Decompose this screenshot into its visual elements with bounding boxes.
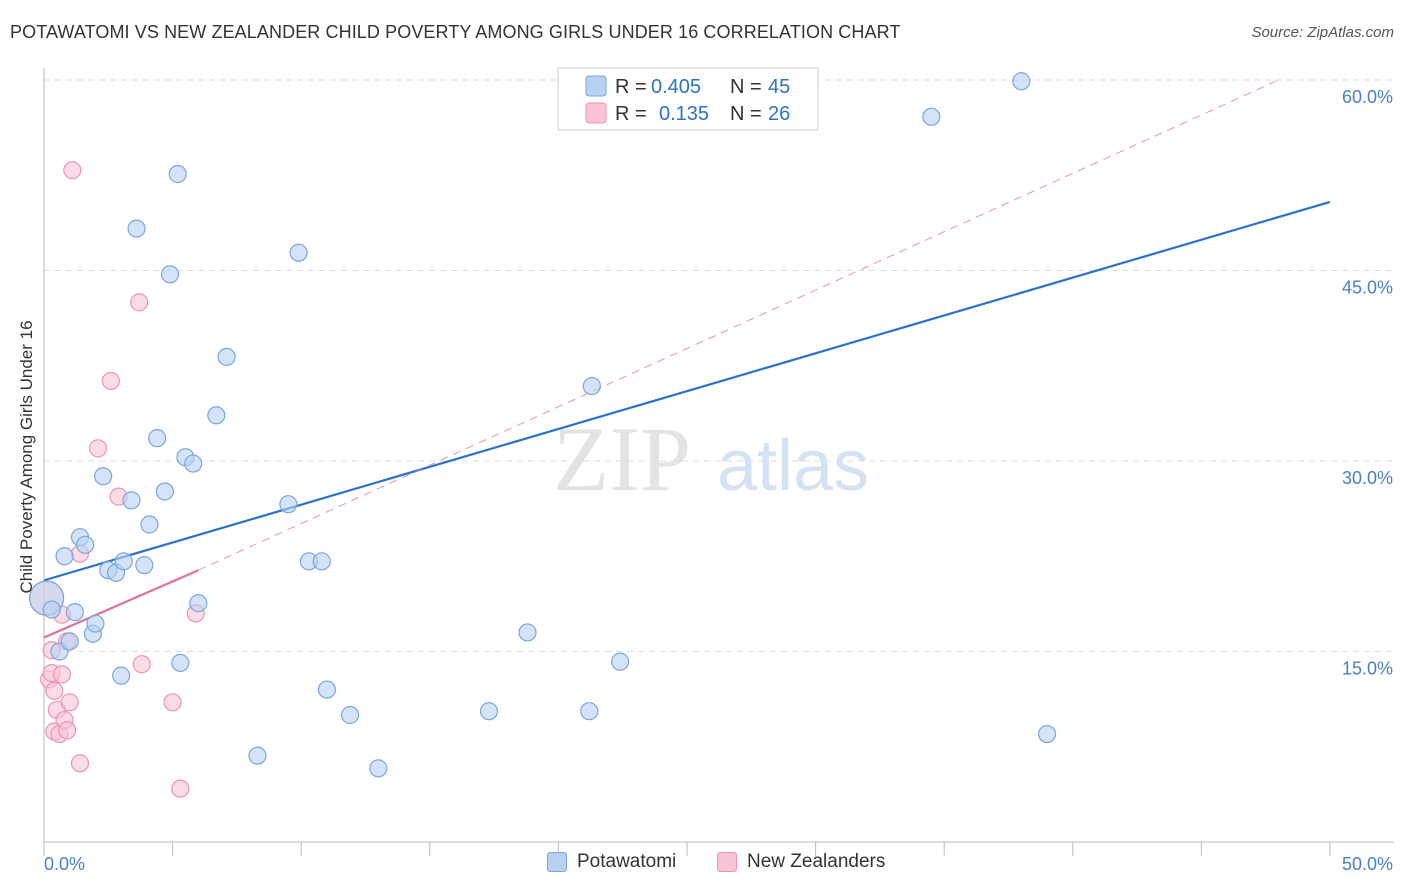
potawatomi-point-5 <box>65 603 84 622</box>
new-zealanders-point-21 <box>132 655 151 674</box>
new-zealanders-point-12 <box>58 721 77 740</box>
potawatomi-point-22 <box>168 164 187 184</box>
x-tick-label-1: 50.0% <box>1342 854 1393 874</box>
trend-line-new-zealanders <box>43 569 199 639</box>
potawatomi-point-34 <box>317 680 337 699</box>
x-tick-label-0: 0.0% <box>44 854 85 874</box>
potawatomi-point-39 <box>580 702 599 721</box>
new-zealanders-point-20 <box>130 293 149 312</box>
potawatomi-point-41 <box>611 652 630 671</box>
watermark-atlas: atlas <box>717 426 869 506</box>
potawatomi-point-38 <box>518 623 537 642</box>
new-zealanders-point-22 <box>163 693 182 712</box>
bottom-legend-potawatomi: Potawatomi <box>547 851 676 873</box>
y-tick-label-1: 30.0% <box>1342 468 1393 488</box>
x-ticks <box>43 842 1331 856</box>
watermark-zip: ZIP <box>553 408 691 510</box>
y-axis-label: Child Poverty Among Girls Under 16 <box>17 320 36 593</box>
y-tick-labels: 15.0% 30.0% 45.0% 60.0% <box>1342 87 1393 679</box>
trend-line-potawatomi <box>43 200 1331 582</box>
potawatomi-point-27 <box>207 406 226 425</box>
trend-lines <box>43 79 1331 639</box>
chart-title: POTAWATOMI VS NEW ZEALANDER CHILD POVERT… <box>10 22 901 42</box>
potawatomi-point-15 <box>122 491 141 510</box>
potawatomi-point-37 <box>479 702 499 721</box>
potawatomi-point-10 <box>94 467 113 486</box>
points-potawatomi <box>28 72 1057 778</box>
legend-n-value-1: 45 <box>768 76 790 98</box>
potawatomi-point-36 <box>369 759 388 778</box>
y-tick-label-2: 45.0% <box>1342 278 1393 298</box>
potawatomi-point-33 <box>312 552 331 571</box>
legend-r-value-2: 0.135 <box>659 103 709 125</box>
potawatomi-point-3 <box>55 547 74 566</box>
potawatomi-point-17 <box>135 556 154 575</box>
potawatomi-point-31 <box>289 243 308 262</box>
potawatomi-point-7 <box>76 535 95 554</box>
potawatomi-point-9 <box>86 614 105 633</box>
potawatomi-point-40 <box>582 376 601 396</box>
legend-swatch-blue <box>585 75 607 97</box>
axes <box>43 68 1394 843</box>
potawatomi-point-29 <box>248 746 267 765</box>
potawatomi-point-28 <box>217 347 236 366</box>
potawatomi-point-30 <box>279 495 298 514</box>
legend-n-value-2: 26 <box>768 103 790 125</box>
source-label: Source: ZipAtlas.com <box>1251 24 1394 41</box>
legend-r-value-1: 0.405 <box>651 76 701 98</box>
potawatomi-point-42 <box>922 107 941 126</box>
new-zealanders-point-14 <box>63 161 82 180</box>
watermark: ZIP atlas <box>553 408 869 510</box>
potawatomi-point-26 <box>189 594 208 613</box>
new-zealanders-swatch <box>717 852 737 872</box>
legend-n-label-2: N = <box>730 103 762 125</box>
potawatomi-point-1 <box>42 600 61 619</box>
new-zealanders-point-9 <box>52 665 72 684</box>
new-zealanders-point-23 <box>171 779 190 798</box>
legend-n-label-1: N = <box>730 76 762 98</box>
grid-lines <box>44 79 1394 652</box>
points-new-zealanders <box>28 161 205 798</box>
potawatomi-point-44 <box>1037 724 1057 744</box>
legend-r-label-2: R = <box>615 103 647 125</box>
potawatomi-point-21 <box>160 265 180 284</box>
legend: R = 0.405 N = 45 R = 0.135 N = 26 <box>557 67 819 131</box>
potawatomi-point-20 <box>155 482 174 501</box>
y-tick-label-3: 60.0% <box>1342 87 1393 107</box>
potawatomi-point-18 <box>140 515 159 534</box>
potawatomi-point-43 <box>1012 72 1031 91</box>
potawatomi-point-4 <box>60 632 79 651</box>
bottom-legend-new-zealanders: New Zealanders <box>717 851 885 873</box>
potawatomi-point-16 <box>127 219 146 238</box>
y-tick-label-0: 15.0% <box>1342 659 1393 679</box>
potawatomi-point-35 <box>340 705 360 725</box>
potawatomi-point-19 <box>148 429 167 448</box>
new-zealanders-point-17 <box>88 439 108 458</box>
legend-r-label-1: R = <box>615 76 647 98</box>
trend-line-new-zealanders-extension <box>198 79 1279 571</box>
new-zealanders-point-13 <box>60 693 79 712</box>
potawatomi-label: Potawatomi <box>577 851 677 872</box>
new-zealanders-label: New Zealanders <box>747 851 886 872</box>
potawatomi-swatch <box>547 852 567 872</box>
potawatomi-point-23 <box>171 653 190 673</box>
legend-swatch-pink <box>585 102 607 124</box>
new-zealanders-point-4 <box>45 681 64 700</box>
x-tick-labels: 0.0% 50.0% <box>44 854 1393 874</box>
potawatomi-point-13 <box>112 666 131 685</box>
new-zealanders-point-18 <box>101 371 120 391</box>
potawatomi-point-14 <box>114 552 133 571</box>
potawatomi-point-25 <box>184 454 203 473</box>
new-zealanders-point-15 <box>70 754 90 773</box>
